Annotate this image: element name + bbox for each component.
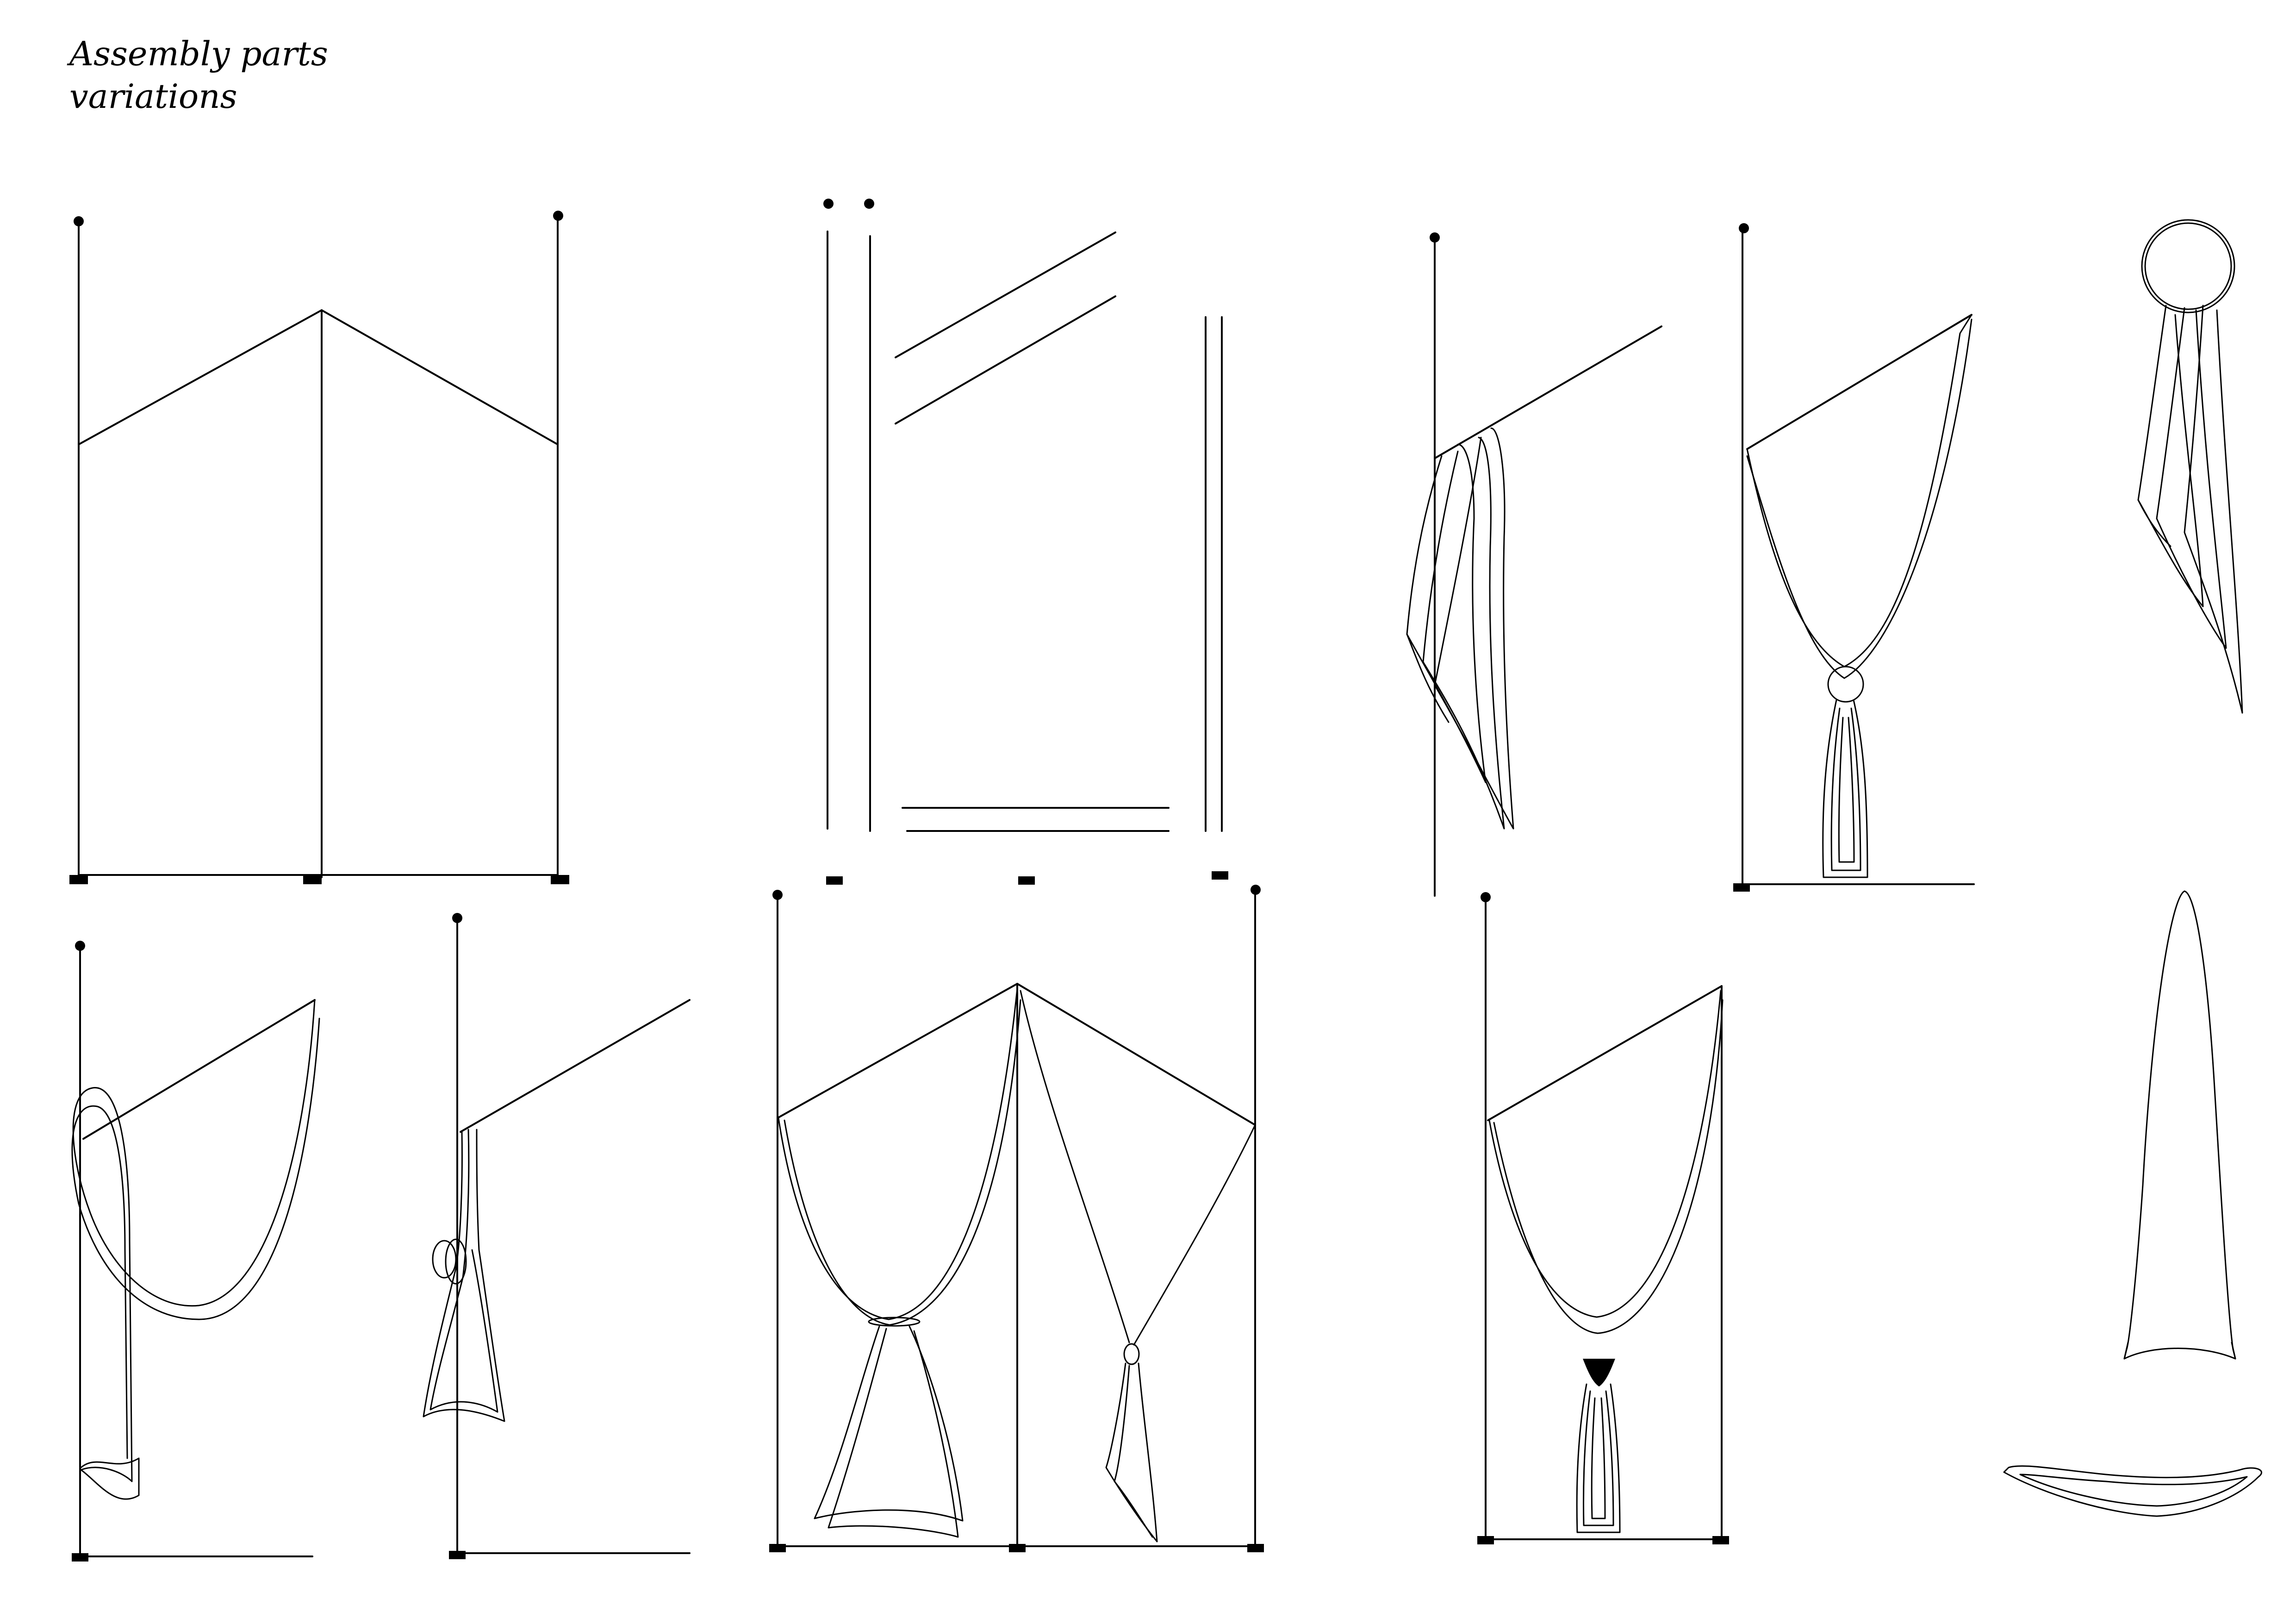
hanger-point xyxy=(75,941,85,951)
hanger-point xyxy=(772,890,783,900)
swag-with-knot-variation xyxy=(1477,892,1729,1544)
tapered-strip-detail xyxy=(2123,890,2236,1360)
swag-with-ring-variation xyxy=(1733,223,1975,892)
loop-drape-variation xyxy=(71,941,320,1562)
hanger-point xyxy=(1481,892,1491,902)
hanger-point xyxy=(74,216,84,226)
frame-structure xyxy=(69,211,569,884)
ring-strip-detail xyxy=(2137,219,2243,714)
base-foot xyxy=(449,1551,466,1559)
base-foot xyxy=(1477,1536,1494,1544)
base-foot xyxy=(551,875,569,884)
base-foot xyxy=(769,1544,786,1552)
base-foot xyxy=(1712,1536,1729,1544)
gathered-drape-variation xyxy=(1406,232,1662,897)
hanger-point xyxy=(1430,232,1440,243)
base-foot xyxy=(826,876,843,885)
base-foot xyxy=(72,1553,88,1562)
hanger-point xyxy=(864,199,874,209)
base-foot xyxy=(1212,871,1228,880)
base-foot xyxy=(303,875,322,884)
base-foot xyxy=(1733,883,1750,892)
hanger-point xyxy=(452,913,462,923)
title-line-1: Assembly parts xyxy=(69,34,328,73)
knot-mark xyxy=(1583,1359,1615,1387)
hanger-point xyxy=(1739,223,1749,233)
knotted-drape-variation xyxy=(423,913,691,1559)
base-foot xyxy=(69,875,88,884)
curved-base-detail xyxy=(2003,1465,2262,1517)
base-foot xyxy=(1247,1544,1264,1552)
tie-back-ring xyxy=(1827,666,1864,703)
hanger-point xyxy=(823,199,834,209)
hanger-point xyxy=(1251,885,1261,895)
hanger-point xyxy=(553,211,563,221)
disassembled-parts xyxy=(823,199,1228,885)
title-line-2: variations xyxy=(69,77,237,116)
sheet-title: Assembly parts variations xyxy=(69,32,328,118)
hoop-ring xyxy=(2141,219,2235,313)
base-foot xyxy=(1018,876,1035,885)
base-foot xyxy=(1009,1544,1026,1552)
double-drape-variation xyxy=(769,885,1264,1552)
